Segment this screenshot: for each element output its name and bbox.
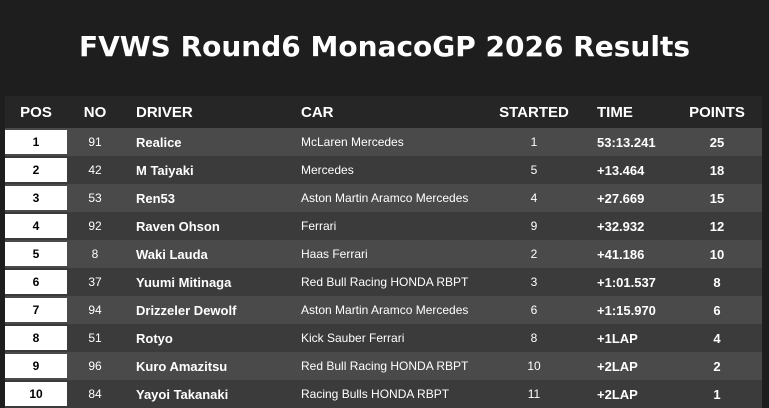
number-cell: 53 — [88, 191, 102, 205]
car-cell: McLaren Mercedes — [301, 135, 404, 149]
number-cell: 91 — [88, 135, 102, 149]
points-cell: 15 — [709, 190, 725, 206]
header-cell: NO — [83, 103, 107, 121]
points-cell: 6 — [713, 302, 721, 318]
driver-cell: M Taiyaki — [136, 162, 194, 178]
number-cell: 37 — [88, 275, 102, 289]
result-row: 2 42 M Taiyaki Mercedes 5 +13.464 18 — [5, 156, 762, 184]
number-cell: 94 — [88, 303, 102, 317]
car-cell: Ferrari — [301, 219, 337, 233]
started-cell: 11 — [527, 387, 541, 401]
time-cell: +2LAP — [597, 358, 638, 374]
header-cell: STARTED — [499, 103, 569, 121]
pos-cell: 5 — [5, 242, 67, 266]
driver-cell: Drizzeler Dewolf — [136, 302, 237, 318]
result-row: 1 91 Realice McLaren Mercedes 1 53:13.241 25 — [5, 128, 762, 156]
pos-cell: 10 — [5, 382, 67, 406]
started-cell: 10 — [527, 359, 541, 373]
result-row: 4 92 Raven Ohson Ferrari 9 +32.932 12 — [5, 212, 762, 240]
result-row: 9 96 Kuro Amazitsu Red Bull Racing HONDA RB… — [5, 352, 762, 380]
result-row: 3 53 Ren53 Aston Martin Aramco Mercedes 4 +27… — [5, 184, 762, 212]
started-cell: 8 — [530, 331, 538, 345]
car-cell: Racing Bulls HONDA RBPT — [301, 387, 450, 401]
header-cell: CAR — [301, 103, 334, 121]
pos-cell: 8 — [5, 326, 67, 350]
points-cell: 4 — [713, 330, 721, 346]
header-row: POS NO DRIVER CAR STARTED TIME POINTS — [5, 96, 762, 128]
driver-cell: Raven Ohson — [136, 218, 220, 234]
time-cell: +1LAP — [597, 330, 638, 346]
car-cell: Mercedes — [301, 163, 354, 177]
pos-cell: 7 — [5, 298, 67, 322]
result-row: 6 37 Yuumi Mitinaga Red Bull Racing HONDA R… — [5, 268, 762, 296]
result-row: 7 94 Drizzeler Dewolf Aston Martin Aramco M… — [5, 296, 762, 324]
driver-cell: Waki Lauda — [136, 246, 208, 262]
result-row: 10 84 Yayoi Takanaki Racing Bulls HONDA RBP… — [5, 380, 762, 408]
pos-cell: 9 — [5, 354, 67, 378]
points-cell: 1 — [713, 386, 721, 402]
pos-cell: 6 — [5, 270, 67, 294]
number-cell: 96 — [88, 359, 102, 373]
result-row: 8 51 Rotyo Kick Sauber Ferrari 8 +1LAP 4 — [5, 324, 762, 352]
started-cell: 1 — [530, 135, 538, 149]
started-cell: 3 — [530, 275, 538, 289]
time-cell: +27.669 — [597, 190, 645, 206]
results-table: POS NO DRIVER CAR STARTED TIME POINTS 1 91 Realic… — [5, 96, 762, 408]
number-cell: 84 — [88, 387, 102, 401]
time-cell: +32.932 — [597, 218, 645, 234]
driver-cell: Realice — [136, 134, 182, 150]
number-cell: 51 — [88, 331, 102, 345]
header-cell: TIME — [597, 103, 633, 121]
car-cell: Red Bull Racing HONDA RBPT — [301, 275, 469, 289]
driver-cell: Yuumi Mitinaga — [136, 274, 232, 290]
driver-cell: Yayoi Takanaki — [136, 386, 229, 402]
time-cell: 53:13.241 — [597, 134, 656, 150]
driver-cell: Rotyo — [136, 330, 173, 346]
header-cell: DRIVER — [136, 103, 193, 121]
header-cell: POS — [20, 103, 52, 121]
pos-cell: 4 — [5, 214, 67, 238]
number-cell: 8 — [91, 247, 99, 261]
started-cell: 9 — [530, 219, 538, 233]
points-cell: 18 — [709, 162, 725, 178]
number-cell: 92 — [88, 219, 102, 233]
points-cell: 2 — [713, 358, 721, 374]
car-cell: Kick Sauber Ferrari — [301, 331, 405, 345]
points-cell: 25 — [709, 134, 725, 150]
result-row: 5 8 Waki Lauda Haas Ferrari 2 +41.186 10 — [5, 240, 762, 268]
started-cell: 4 — [530, 191, 538, 205]
points-cell: 10 — [709, 246, 725, 262]
points-cell: 8 — [713, 274, 721, 290]
points-cell: 12 — [709, 218, 725, 234]
time-cell: +2LAP — [597, 386, 638, 402]
started-cell: 2 — [530, 247, 538, 261]
started-cell: 6 — [530, 303, 538, 317]
pos-cell: 2 — [5, 158, 67, 182]
number-cell: 42 — [88, 163, 102, 177]
time-cell: +1:01.537 — [597, 274, 656, 290]
time-cell: +41.186 — [597, 246, 645, 262]
driver-cell: Kuro Amazitsu — [136, 358, 228, 374]
car-cell: Aston Martin Aramco Mercedes — [301, 191, 469, 205]
title: FVWS Round6 MonacoGP 2026 Results — [78, 30, 691, 63]
car-cell: Red Bull Racing HONDA RBPT — [301, 359, 469, 373]
pos-cell: 3 — [5, 186, 67, 210]
pos-cell: 1 — [5, 130, 67, 154]
car-cell: Aston Martin Aramco Mercedes — [301, 303, 469, 317]
time-cell: +13.464 — [597, 162, 645, 178]
driver-cell: Ren53 — [136, 190, 176, 206]
time-cell: +1:15.970 — [597, 302, 656, 318]
car-cell: Haas Ferrari — [301, 247, 368, 261]
started-cell: 5 — [530, 163, 538, 177]
header-cell: POINTS — [689, 103, 745, 121]
